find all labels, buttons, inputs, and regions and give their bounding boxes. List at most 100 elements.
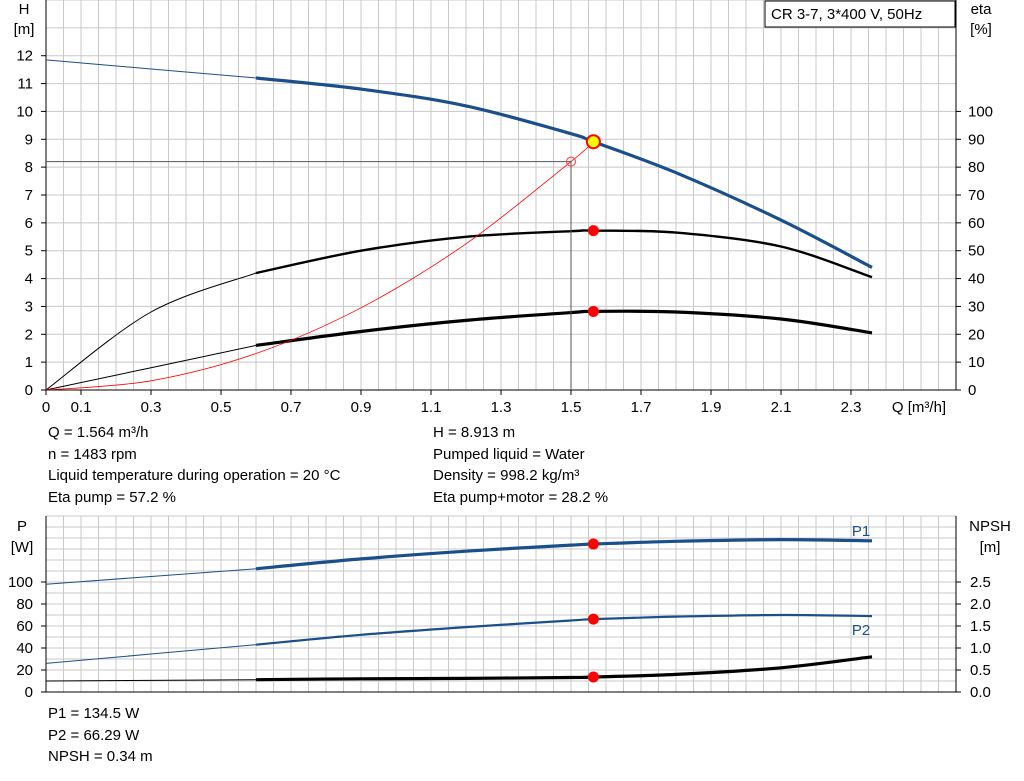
liquid-temperature-value: Liquid temperature during operation = 20… bbox=[48, 467, 341, 484]
p2-curve-extension bbox=[45, 644, 257, 664]
h-tick-label: 6 bbox=[25, 215, 33, 232]
operating-point-p1 bbox=[587, 538, 599, 550]
p-axis-label: P bbox=[17, 518, 27, 535]
eta-pump-curve-extension bbox=[45, 272, 257, 391]
eta-tick-label: 10 bbox=[968, 354, 985, 371]
q-tick-label: 0.3 bbox=[141, 399, 162, 416]
q-axis-label: Q [m³/h] bbox=[892, 399, 946, 416]
eta-tick-label: 50 bbox=[968, 243, 985, 260]
p-tick-label: 60 bbox=[16, 618, 33, 635]
npsh-tick-label: 2.0 bbox=[970, 596, 991, 613]
q-tick-label: 0.7 bbox=[281, 399, 302, 416]
h-tick-label: 8 bbox=[25, 159, 33, 176]
top-chart-grid bbox=[45, 0, 957, 391]
q-tick-label: 0 bbox=[42, 399, 50, 416]
eta-total-value: Eta pump+motor = 28.2 % bbox=[433, 488, 609, 506]
eta-axis-unit: [%] bbox=[970, 21, 992, 38]
q-tick-label: 0.1 bbox=[71, 399, 92, 416]
eta-pump-value: Eta pump = 57.2 % bbox=[48, 488, 176, 506]
h-tick-label: 10 bbox=[16, 103, 33, 120]
q-tick-label: 0.5 bbox=[211, 399, 232, 416]
p1-curve-extension bbox=[45, 568, 257, 585]
q-tick-label: 2.1 bbox=[771, 399, 792, 416]
npsh-curve-extension bbox=[45, 679, 257, 682]
q-tick-label: 1.3 bbox=[491, 399, 512, 416]
head-curve bbox=[255, 76, 873, 269]
bottom-chart-grid bbox=[45, 515, 957, 693]
bottom-chart-marks bbox=[45, 537, 873, 683]
npsh-tick-label: 1.0 bbox=[970, 640, 991, 657]
system-curve bbox=[45, 141, 594, 391]
p-tick-label: 20 bbox=[16, 662, 33, 679]
h-tick-label: 9 bbox=[25, 131, 33, 148]
h-tick-label: 0 bbox=[25, 382, 33, 399]
q-tick-label: 1.1 bbox=[421, 399, 442, 416]
p2-series-label: P2 bbox=[852, 622, 870, 639]
eta-tick-label: 90 bbox=[968, 131, 985, 148]
h-tick-label: 11 bbox=[17, 76, 33, 93]
p-tick-label: 0 bbox=[25, 684, 33, 701]
eta-total-curve bbox=[255, 309, 873, 347]
h-tick-label: 2 bbox=[25, 326, 33, 343]
pumped-liquid-value: Pumped liquid = Water bbox=[433, 445, 585, 463]
eta-tick-label: 30 bbox=[968, 298, 985, 315]
operating-point-npsh bbox=[587, 671, 599, 683]
q-tick-label: 0.9 bbox=[351, 399, 372, 416]
operating-point-p2 bbox=[587, 613, 599, 625]
h-axis-label: H bbox=[19, 1, 30, 18]
p-axis-unit: [W] bbox=[11, 539, 34, 556]
h-axis-unit: [m] bbox=[14, 21, 35, 38]
operating-point-head bbox=[585, 134, 601, 150]
p2-curve bbox=[255, 613, 873, 646]
p-tick-label: 40 bbox=[16, 640, 33, 657]
eta-tick-label: 60 bbox=[968, 215, 985, 232]
chart-labels: H[m]eta[%]CR 3-7, 3*400 V, 50Hz012345678… bbox=[8, 0, 1011, 701]
q-tick-label: 1.9 bbox=[701, 399, 722, 416]
speed-value: n = 1483 rpm bbox=[48, 445, 137, 463]
h-tick-label: 7 bbox=[25, 187, 33, 204]
top-chart-marks bbox=[45, 59, 873, 391]
h-tick-label: 12 bbox=[16, 48, 33, 65]
head-value: H = 8.913 m bbox=[433, 424, 516, 441]
h-tick-label: 5 bbox=[25, 243, 33, 260]
eta-tick-label: 80 bbox=[968, 159, 985, 176]
operating-point-eta-total bbox=[587, 305, 599, 317]
eta-pump-curve bbox=[255, 229, 873, 279]
density-value: Density = 998.2 kg/m³ bbox=[433, 467, 580, 484]
npsh-tick-label: 0.5 bbox=[970, 662, 991, 679]
npsh-tick-label: 1.5 bbox=[970, 618, 991, 635]
eta-tick-label: 20 bbox=[968, 326, 985, 343]
reference-point-marker bbox=[566, 156, 576, 167]
chart-title-box bbox=[764, 0, 956, 28]
p2-value: P2 = 66.29 W bbox=[48, 726, 140, 744]
h-tick-label: 1 bbox=[25, 354, 33, 371]
chart-title: CR 3-7, 3*400 V, 50Hz bbox=[771, 6, 922, 23]
p-tick-label: 80 bbox=[16, 596, 33, 613]
operating-info-left: Q = 1.564 m³/h n = 1483 rpm Liquid tempe… bbox=[48, 422, 340, 508]
eta-tick-label: 100 bbox=[968, 103, 993, 120]
p1-curve bbox=[255, 537, 873, 571]
flow-value: Q = 1.564 m³/h bbox=[48, 424, 149, 441]
p-tick-label: 100 bbox=[8, 574, 33, 591]
eta-tick-label: 70 bbox=[968, 187, 985, 204]
h-tick-label: 3 bbox=[25, 298, 33, 315]
h-tick-label: 4 bbox=[25, 271, 33, 288]
npsh-curve bbox=[255, 655, 873, 682]
q-tick-label: 1.5 bbox=[561, 399, 582, 416]
q-tick-label: 1.7 bbox=[631, 399, 652, 416]
eta-tick-label: 40 bbox=[968, 271, 985, 288]
q-tick-label: 2.3 bbox=[841, 399, 862, 416]
p1-series-label: P1 bbox=[852, 523, 870, 540]
eta-total-curve-extension bbox=[45, 344, 257, 391]
npsh-tick-label: 0.0 bbox=[970, 684, 991, 701]
operating-info-right: H = 8.913 m Pumped liquid = Water Densit… bbox=[433, 422, 608, 508]
npsh-axis-label: NPSH bbox=[969, 518, 1011, 535]
operating-point-eta-pump bbox=[587, 225, 599, 237]
npsh-value: NPSH = 0.34 m bbox=[48, 748, 153, 765]
npsh-axis-unit: [m] bbox=[980, 539, 1001, 556]
eta-axis-label: eta bbox=[971, 1, 993, 18]
head-curve-extension bbox=[45, 59, 257, 79]
p1-value: P1 = 134.5 W bbox=[48, 705, 140, 722]
power-info: P1 = 134.5 W P2 = 66.29 W NPSH = 0.34 m bbox=[48, 703, 153, 768]
